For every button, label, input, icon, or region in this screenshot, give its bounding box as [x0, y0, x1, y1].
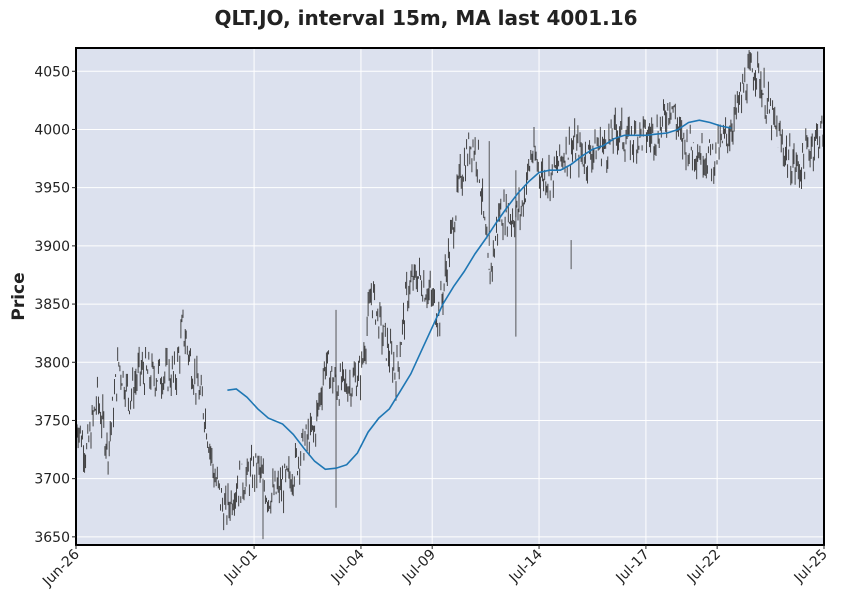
- y-axis-label: Price: [9, 272, 29, 320]
- plot-area: [76, 48, 824, 545]
- y-tick-label: 3700: [34, 472, 70, 488]
- y-tick-label: 3800: [34, 355, 70, 371]
- x-tick-label: Jul-04: [328, 546, 368, 586]
- x-tick-label: Jul-14: [506, 546, 546, 586]
- moving-average-line: [227, 119, 732, 471]
- x-tick-label: Jul-22: [684, 547, 724, 587]
- plot-frame: [75, 47, 825, 546]
- x-tick-label: Jul-25: [791, 547, 831, 587]
- y-tick-label: 4050: [34, 64, 70, 80]
- y-tick-label: 4000: [34, 122, 70, 138]
- y-tick-label: 3900: [34, 239, 70, 255]
- x-tick-label: Jul-09: [399, 547, 439, 587]
- x-tick-label: Jun-26: [39, 546, 83, 590]
- y-tick-label: 3950: [34, 181, 70, 197]
- chart-title: QLT.JO, interval 15m, MA last 4001.16: [214, 6, 638, 30]
- x-tick-label: Jul-17: [613, 547, 653, 587]
- y-tick-label: 3750: [34, 413, 70, 429]
- y-tick-label: 3850: [34, 297, 70, 313]
- x-tick-label: Jul-01: [221, 547, 261, 587]
- y-tick-label: 3650: [34, 530, 70, 546]
